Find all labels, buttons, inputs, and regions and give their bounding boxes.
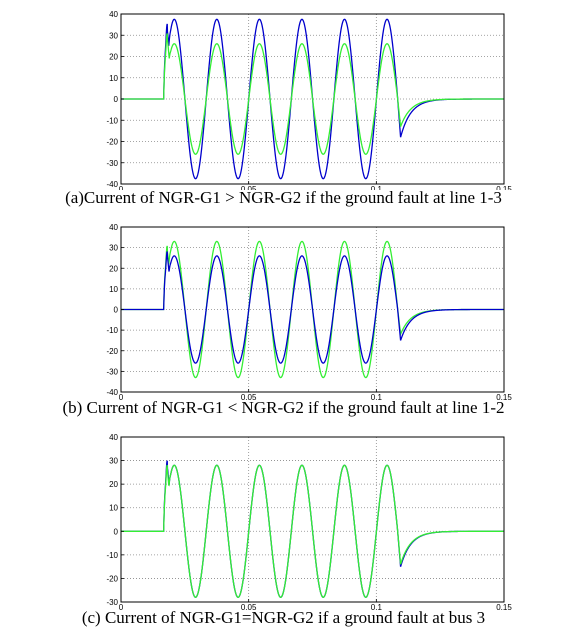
y-tick-label: -30 (106, 159, 118, 168)
x-tick-label: 0.15 (496, 185, 512, 190)
x-tick-label: 0 (119, 603, 124, 610)
chart-panel-b: 40 30 20 10 0 -10 -20 -30 -40 0 0.05 0.1 0.15 (b) Cu… (62, 223, 512, 417)
y-tick-label: -40 (106, 388, 118, 397)
y-tick-label: -10 (106, 326, 118, 335)
series-line-2 (121, 33, 504, 155)
y-tick-label: 10 (109, 285, 118, 294)
y-tick-label: 0 (114, 306, 119, 315)
y-tick-label: -10 (106, 551, 118, 560)
y-tick-label: 10 (109, 504, 118, 513)
chart-a-caption: (a)Current of NGR-G1 > NGR-G2 if the gro… (65, 188, 502, 207)
x-tick-label: 0 (119, 393, 124, 402)
y-tick-label: 20 (109, 53, 118, 62)
y-tick-label: 30 (109, 31, 118, 40)
y-tick-label: 20 (109, 264, 118, 273)
y-tick-label: -40 (106, 180, 118, 189)
x-tick-label: 0.15 (496, 603, 512, 610)
x-tick-label: 0.1 (371, 185, 383, 190)
y-tick-label: -20 (106, 347, 118, 356)
x-tick-label: 0.1 (371, 393, 383, 402)
y-tick-label: 40 (109, 10, 118, 19)
y-tick-label: 0 (114, 95, 119, 104)
y-tick-label: -30 (106, 367, 118, 376)
x-tick-label: 0 (119, 185, 124, 190)
y-tick-label: 20 (109, 480, 118, 489)
x-tick-label: 0.15 (496, 393, 512, 402)
x-tick-label: 0.05 (241, 185, 257, 190)
y-tick-label: 30 (109, 244, 118, 253)
y-tick-label: 0 (114, 527, 119, 536)
series-line-2 (121, 464, 504, 598)
x-tick-label: 0.05 (241, 603, 257, 610)
chart-b-caption: (b) Current of NGR-G1 < NGR-G2 if the gr… (62, 398, 505, 417)
y-tick-label: 10 (109, 74, 118, 83)
y-tick-label: -20 (106, 574, 118, 583)
y-tick-label: 30 (109, 457, 118, 466)
plot-frame (120, 436, 505, 603)
y-tick-label: 40 (109, 433, 118, 442)
x-tick-label: 0.05 (241, 393, 257, 402)
y-tick-label: -10 (106, 116, 118, 125)
y-tick-label: 40 (109, 223, 118, 232)
x-tick-label: 0.1 (371, 603, 383, 610)
y-tick-label: -20 (106, 138, 118, 147)
chart-panel-a: 40 30 20 10 0 -10 -20 -30 -40 0 0.05 0.1 0.15 (a)Cur… (0, 0, 567, 212)
chart-c-caption: (c) Current of NGR-G1=NGR-G2 if a ground… (81, 608, 486, 627)
y-tick-label: -30 (106, 598, 118, 607)
series-line-2 (121, 251, 504, 364)
plot-area (121, 437, 504, 602)
